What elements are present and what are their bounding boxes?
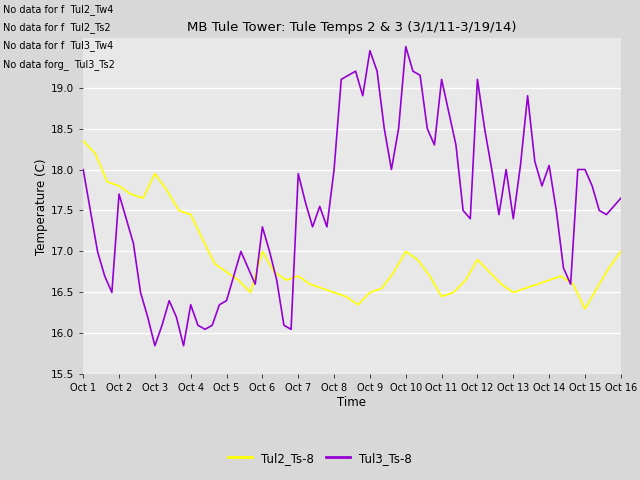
Legend: Tul2_Ts-8, Tul3_Ts-8: Tul2_Ts-8, Tul3_Ts-8 [223,447,417,469]
Text: No data for f  Tul2_Tw4: No data for f Tul2_Tw4 [3,4,113,15]
Text: No data forg_  Tul3_Ts2: No data forg_ Tul3_Ts2 [3,59,115,70]
Text: No data for f  Tul2_Ts2: No data for f Tul2_Ts2 [3,22,111,33]
Text: No data for f  Tul3_Tw4: No data for f Tul3_Tw4 [3,40,113,51]
Title: MB Tule Tower: Tule Temps 2 & 3 (3/1/11-3/19/14): MB Tule Tower: Tule Temps 2 & 3 (3/1/11-… [188,22,516,35]
X-axis label: Time: Time [337,396,367,409]
Y-axis label: Temperature (C): Temperature (C) [35,158,48,255]
